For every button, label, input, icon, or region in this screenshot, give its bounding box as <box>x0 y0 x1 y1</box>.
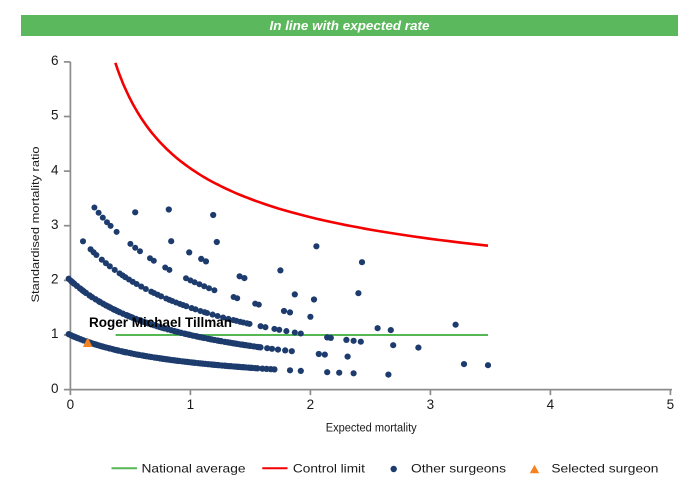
svg-text:0: 0 <box>51 381 59 396</box>
svg-text:2: 2 <box>51 272 59 287</box>
svg-text:5: 5 <box>51 108 59 123</box>
svg-text:In line with expected rate: In line with expected rate <box>270 18 430 33</box>
svg-text:5: 5 <box>667 397 675 412</box>
svg-text:Control limit: Control limit <box>293 462 366 476</box>
svg-text:National average: National average <box>142 462 246 476</box>
svg-text:4: 4 <box>51 162 59 177</box>
svg-text:3: 3 <box>51 217 59 232</box>
svg-text:Other surgeons: Other surgeons <box>411 462 506 476</box>
svg-text:Standardised mortality ratio: Standardised mortality ratio <box>30 147 42 303</box>
svg-text:4: 4 <box>547 397 555 412</box>
svg-text:1: 1 <box>187 397 195 412</box>
svg-text:Roger Michael Tillman: Roger Michael Tillman <box>89 315 232 330</box>
svg-text:6: 6 <box>51 53 59 68</box>
svg-text:Expected mortality: Expected mortality <box>326 423 417 435</box>
svg-text:2: 2 <box>307 397 315 412</box>
svg-text:0: 0 <box>67 397 75 412</box>
svg-text:Selected surgeon: Selected surgeon <box>551 462 658 476</box>
svg-text:3: 3 <box>427 397 435 412</box>
svg-text:1: 1 <box>51 326 59 341</box>
